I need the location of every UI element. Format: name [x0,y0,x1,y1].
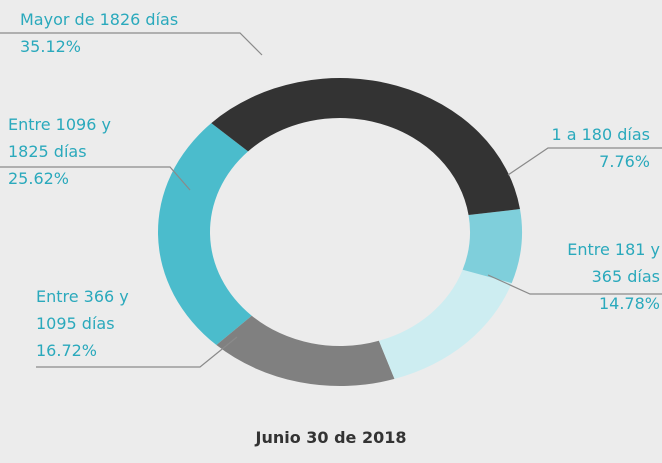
label-name: Entre 366 y 1095 días [36,287,129,333]
label-value: 25.62% [8,169,70,188]
donut-slice [378,269,512,379]
chart-title: Junio 30 de 2018 [255,428,407,447]
label-value: 7.76% [599,152,650,171]
donut-slice [158,123,252,346]
slice-label: Entre 181 y 365 días 14.78% [567,236,660,317]
label-name: Entre 181 y 365 días [567,240,660,286]
label-value: 35.12% [20,37,82,56]
label-name: Entre 1096 y 1825 días [8,115,111,161]
leader-line [0,32,263,56]
label-value: 14.78% [598,294,660,313]
leader-line [36,336,238,368]
leader-line [0,166,191,191]
leader-line [487,274,662,295]
slice-label: Mayor de 1826 días 35.12% [20,6,178,60]
donut-slice [211,78,520,216]
donut-slice [462,209,522,284]
leader-line [507,147,662,176]
label-value: 16.72% [36,341,98,360]
label-name: 1 a 180 días [551,125,650,144]
slice-label: Entre 1096 y 1825 días 25.62% [8,111,111,192]
slice-label: 1 a 180 días 7.76% [551,121,650,175]
slice-label: Entre 366 y 1095 días 16.72% [36,283,129,364]
label-name: Mayor de 1826 días [20,10,179,29]
donut-slice [216,315,395,386]
